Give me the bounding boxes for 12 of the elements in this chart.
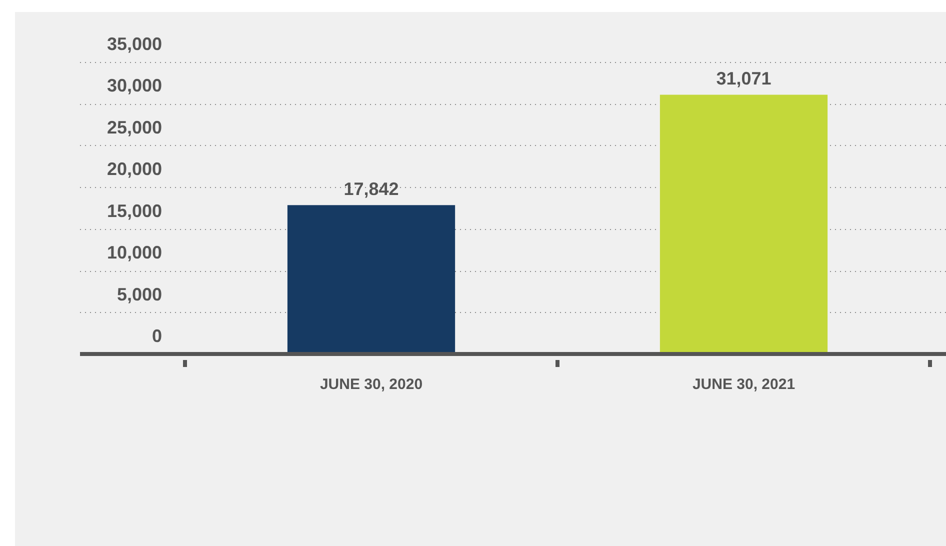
x-tick-label: JUNE 30, 2021 <box>692 376 796 394</box>
y-tick-label: 20,000 <box>106 159 162 180</box>
y-tick-label: 30,000 <box>106 76 162 96</box>
x-tick-label: JUNE 30, 2020 <box>320 376 423 394</box>
y-tick-label: 0 <box>152 326 162 346</box>
y-tick-label: 35,000 <box>106 34 162 54</box>
y-tick-label: 25,000 <box>106 117 162 138</box>
y-tick-label: 10,000 <box>106 242 162 263</box>
y-tick-label: 15,000 <box>106 200 162 221</box>
data-label: 31,071 <box>716 68 772 89</box>
data-label: 17,842 <box>344 179 399 200</box>
y-tick-label: 5,000 <box>116 284 162 304</box>
